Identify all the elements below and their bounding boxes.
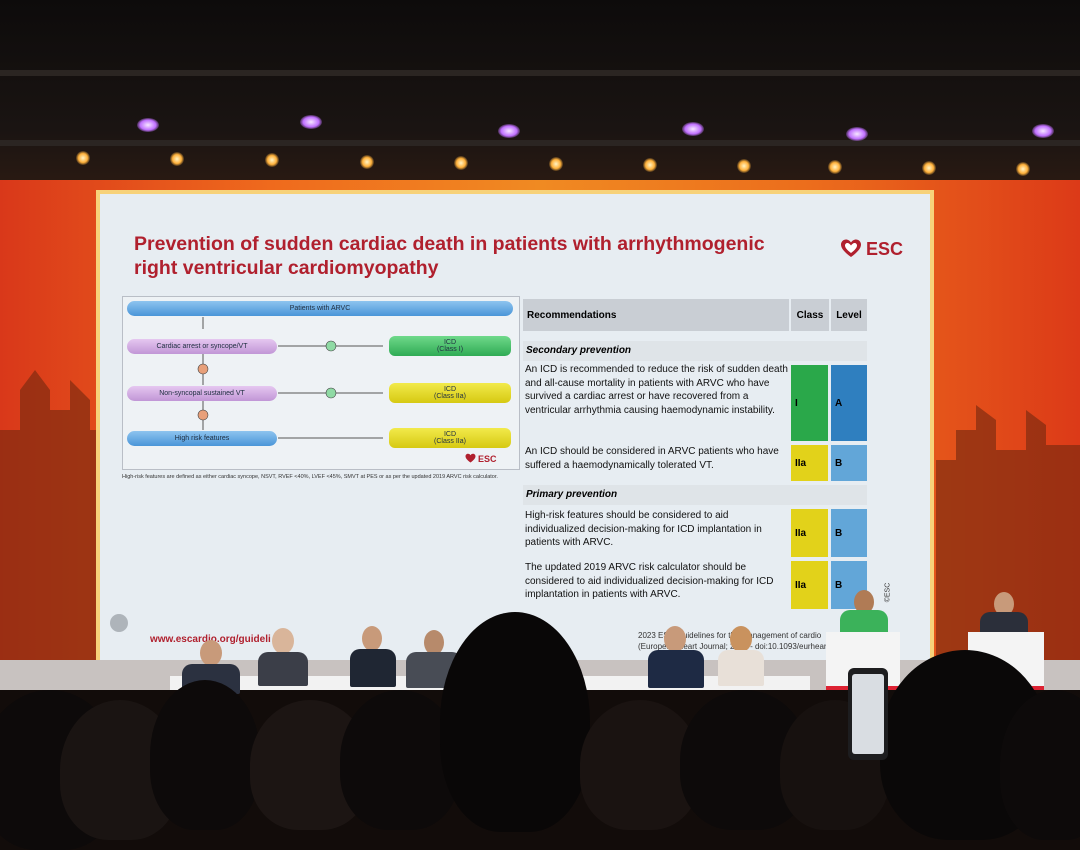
lighting-truss [0,70,1080,76]
rec-row-1-class: I [791,365,828,441]
rec-row-1-text: An ICD is recommended to reduce the risk… [525,364,788,416]
flow-out-class: (Class IIa) [434,438,466,445]
rec-row-2-level: B [831,445,867,481]
stage-light [922,161,936,175]
rec-row-3-text: High-risk features should be considered … [525,510,762,548]
rec-row-3-class: IIa [791,509,828,557]
stage-light [846,127,868,141]
flow-cond-nonsyncopal-vt: Non-syncopal sustained VT [127,386,277,401]
no-marker [197,409,209,421]
rec-row-2-text: An ICD should be considered in ARVC pati… [525,446,779,471]
esc-url: www.escardio.org/guideli [150,634,271,645]
stage-light [265,153,279,167]
city-silhouette-left [0,370,100,690]
flow-out-icd-class-iia: ICD (Class IIa) [389,383,511,403]
heart-icon [841,239,861,257]
city-silhouette-right [936,405,1080,690]
flow-start: Patients with ARVC [127,301,513,316]
flow-out-label: ICD [443,431,457,438]
citation-line1: 2023 ESC Guidelines for the management o… [638,631,822,640]
yes-marker [325,340,337,352]
rec-row-4-class: IIa [791,561,828,609]
col-header-level: Level [831,299,867,331]
stage-light [828,160,842,174]
flow-out-label: ICD [443,339,457,346]
flow-cond-cardiac-arrest: Cardiac arrest or syncope/VT [127,339,277,354]
audience-head [150,680,260,830]
stage-light [682,122,704,136]
flowchart: Patients with ARVC Cardiac arrest or syn… [122,296,520,470]
stage-light [76,151,90,165]
stage-light [454,156,468,170]
flow-out-class: (Class I) [436,346,464,353]
flow-esc-text: ESC [478,453,497,464]
stage-light [549,157,563,171]
flow-footnote: High-risk features are defined as either… [122,474,498,480]
slide-title: Prevention of sudden cardiac death in pa… [134,232,814,280]
section-secondary-prevention: Secondary prevention [523,341,867,361]
stage-light [300,115,322,129]
flow-out-icd-class-iia-2: ICD (Class IIa) [389,428,511,448]
stage-light [498,124,520,138]
audience-phone [848,668,888,760]
col-header-class: Class [791,299,829,331]
phone-screen [852,674,884,754]
ceiling [0,0,1080,185]
conference-scene: Prevention of sudden cardiac death in pa… [0,0,1080,760]
rec-row-4-text: The updated 2019 ARVC risk calculator sh… [525,562,774,600]
rec-row-1-level: A [831,365,867,441]
stage-light [1016,162,1030,176]
esc-logo: ESC [840,238,903,260]
col-header-recommendations: Recommendations [523,299,789,331]
heart-icon [465,453,476,463]
stage-light [1032,124,1054,138]
stage-light [643,158,657,172]
rec-row-2-class: IIa [791,445,828,481]
audience-head [440,612,590,832]
flow-out-class: (Class IIa) [434,393,466,400]
projection-screen: Prevention of sudden cardiac death in pa… [96,190,934,672]
flow-arrows [197,317,383,439]
esc-logo-text: ESC [866,238,904,259]
no-marker [197,363,209,375]
copyright-esc: ©ESC [884,582,892,603]
flow-cond-high-risk: High risk features [127,431,277,446]
section-primary-prevention: Primary prevention [523,485,867,505]
stage-light [737,159,751,173]
stage-light [360,155,374,169]
rec-row-3-level: B [831,509,867,557]
slide-title-line2: right ventricular cardiomyopathy [134,257,439,279]
flow-esc-logo: ESC [465,453,497,464]
slide-dot-decoration [110,614,128,632]
flow-out-icd-class-i: ICD (Class I) [389,336,511,356]
slide-title-line1: Prevention of sudden cardiac death in pa… [134,233,765,255]
lighting-truss [0,140,1080,146]
stage-light [170,152,184,166]
yes-marker [325,387,337,399]
stage-light [137,118,159,132]
flow-out-label: ICD [443,386,457,393]
